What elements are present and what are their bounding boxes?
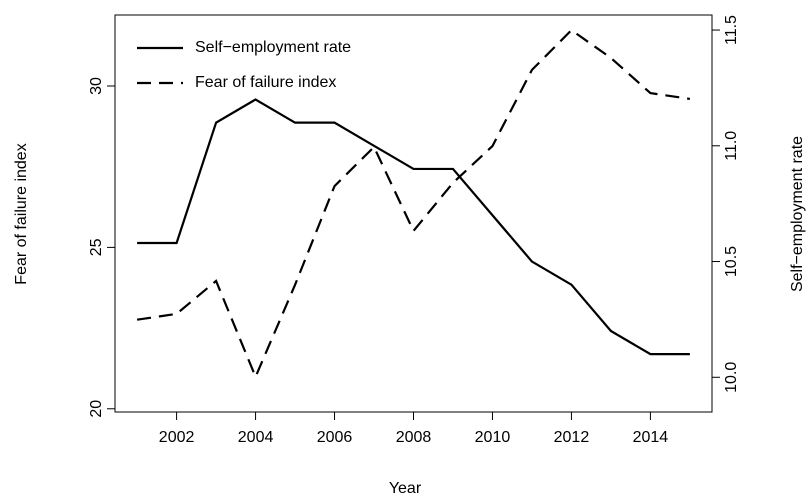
y2-tick-label: 10.0: [723, 362, 740, 393]
y2-tick-label: 11.0: [723, 131, 740, 161]
y-tick-label: 25: [88, 238, 105, 256]
x-tick-label: 2002: [159, 429, 195, 446]
legend-label: Self−employment rate: [195, 39, 351, 56]
y-tick-label: 20: [88, 400, 105, 418]
y2-axis-title: Self−employment rate: [789, 136, 806, 292]
line-series: [137, 98, 690, 356]
y-tick-label: 30: [88, 77, 105, 95]
x-tick-label: 2012: [554, 429, 590, 446]
y2-tick-label: 11.5: [723, 15, 740, 45]
y-axis-title: Fear of failure index: [13, 143, 30, 284]
x-axis-title: Year: [389, 480, 422, 497]
x-tick-label: 2010: [475, 429, 511, 446]
line-series: [136, 28, 691, 380]
x-tick-label: 2006: [317, 429, 353, 446]
x-tick-label: 2014: [633, 429, 669, 446]
legend-label: Fear of failure index: [195, 74, 336, 91]
y2-tick-label: 10.5: [723, 246, 740, 277]
x-tick-label: 2008: [396, 429, 432, 446]
x-tick-label: 2004: [238, 429, 274, 446]
